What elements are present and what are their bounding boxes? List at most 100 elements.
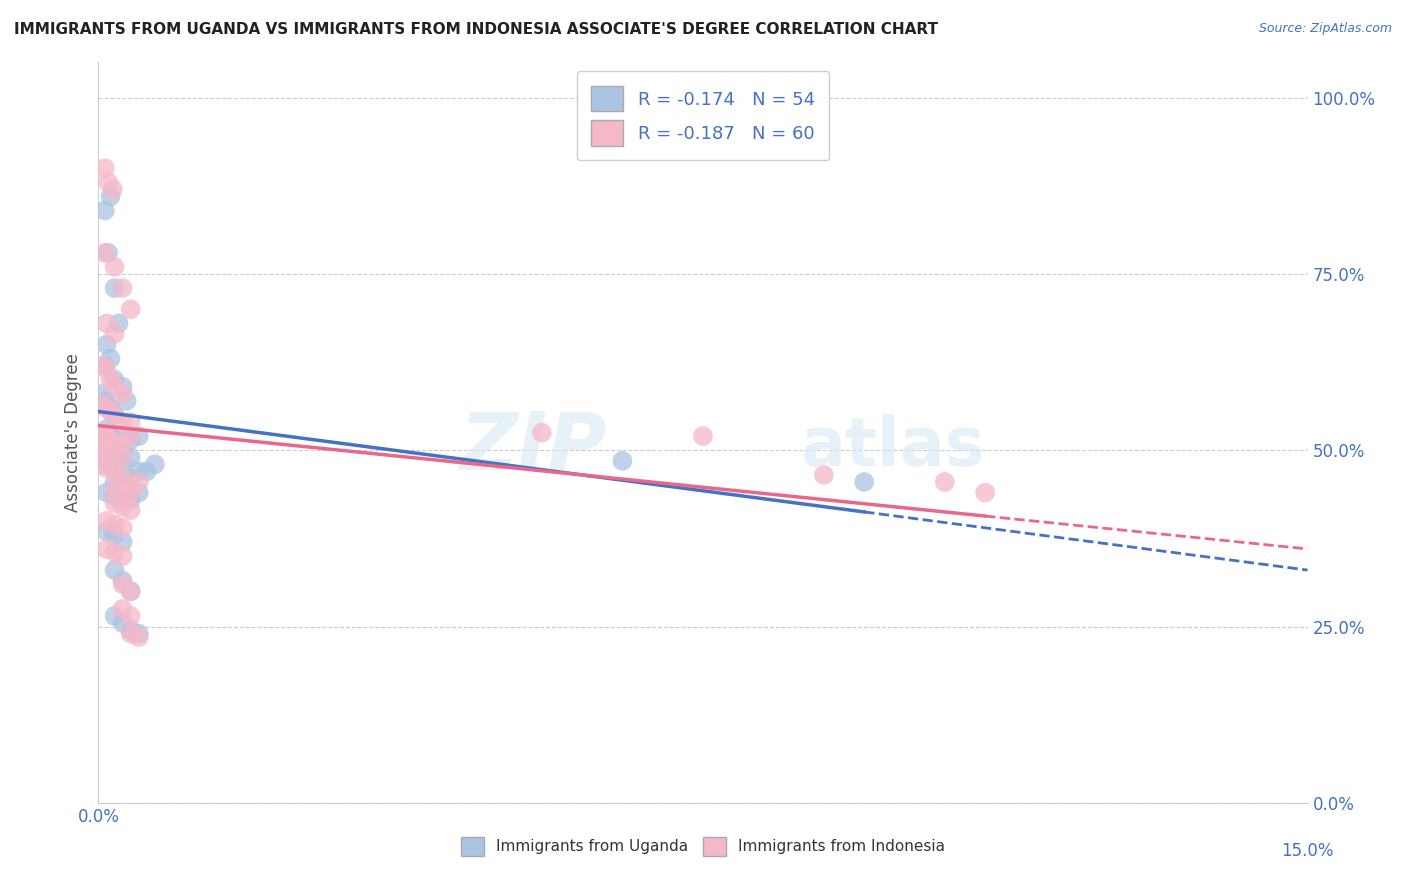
Point bbox=[96, 443, 118, 458]
Point bbox=[101, 182, 124, 196]
Point bbox=[111, 500, 134, 514]
Point bbox=[111, 521, 134, 535]
Point bbox=[100, 189, 122, 203]
Point bbox=[100, 401, 122, 415]
Text: 15.0%: 15.0% bbox=[1281, 841, 1334, 860]
Point bbox=[100, 404, 122, 418]
Point bbox=[103, 496, 125, 510]
Legend: Immigrants from Uganda, Immigrants from Indonesia: Immigrants from Uganda, Immigrants from … bbox=[454, 831, 952, 862]
Point bbox=[692, 429, 714, 443]
Point bbox=[111, 436, 134, 450]
Point bbox=[91, 359, 114, 373]
Point bbox=[111, 574, 134, 588]
Point bbox=[612, 454, 634, 468]
Text: Source: ZipAtlas.com: Source: ZipAtlas.com bbox=[1258, 22, 1392, 36]
Point bbox=[111, 281, 134, 295]
Point bbox=[103, 380, 125, 394]
Point bbox=[100, 429, 122, 443]
Point bbox=[103, 563, 125, 577]
Point bbox=[143, 458, 166, 472]
Point bbox=[853, 475, 876, 489]
Point bbox=[120, 503, 142, 517]
Point bbox=[120, 450, 142, 465]
Point bbox=[111, 443, 134, 458]
Point bbox=[94, 359, 117, 373]
Text: ZIP: ZIP bbox=[458, 409, 606, 486]
Point bbox=[103, 326, 125, 341]
Point bbox=[120, 302, 142, 317]
Point bbox=[91, 387, 114, 401]
Point bbox=[934, 475, 956, 489]
Point bbox=[120, 415, 142, 429]
Point bbox=[103, 517, 125, 532]
Point bbox=[103, 609, 125, 624]
Point bbox=[103, 433, 125, 447]
Point bbox=[103, 489, 125, 503]
Point bbox=[530, 425, 553, 440]
Point bbox=[111, 602, 134, 616]
Point bbox=[96, 393, 118, 408]
Point bbox=[111, 471, 134, 485]
Point bbox=[120, 433, 142, 447]
Point bbox=[103, 260, 125, 274]
Point bbox=[128, 485, 150, 500]
Point bbox=[103, 461, 125, 475]
Point bbox=[128, 626, 150, 640]
Point bbox=[120, 485, 142, 500]
Point bbox=[96, 422, 118, 436]
Point bbox=[103, 373, 125, 387]
Point bbox=[96, 440, 118, 454]
Point bbox=[103, 545, 125, 559]
Point bbox=[120, 584, 142, 599]
Point bbox=[115, 393, 138, 408]
Point bbox=[103, 475, 125, 489]
Point bbox=[111, 471, 134, 485]
Point bbox=[120, 492, 142, 507]
Point bbox=[120, 429, 142, 443]
Point bbox=[96, 429, 118, 443]
Point bbox=[128, 464, 150, 478]
Point bbox=[96, 541, 118, 556]
Point bbox=[100, 443, 122, 458]
Point bbox=[103, 281, 125, 295]
Point bbox=[103, 436, 125, 450]
Point bbox=[111, 535, 134, 549]
Point bbox=[120, 623, 142, 637]
Point bbox=[120, 609, 142, 624]
Point bbox=[96, 316, 118, 330]
Text: IMMIGRANTS FROM UGANDA VS IMMIGRANTS FROM INDONESIA ASSOCIATE'S DEGREE CORRELATI: IMMIGRANTS FROM UGANDA VS IMMIGRANTS FRO… bbox=[14, 22, 938, 37]
Point bbox=[135, 464, 157, 478]
Point bbox=[111, 492, 134, 507]
Point bbox=[111, 549, 134, 563]
Point bbox=[96, 362, 118, 376]
Point bbox=[111, 615, 134, 630]
Point bbox=[111, 429, 134, 443]
Point bbox=[96, 461, 118, 475]
Point bbox=[120, 478, 142, 492]
Point bbox=[100, 458, 122, 472]
Point bbox=[813, 467, 835, 482]
Point bbox=[974, 485, 997, 500]
Point bbox=[91, 397, 114, 411]
Point bbox=[96, 514, 118, 528]
Point bbox=[107, 316, 129, 330]
Point bbox=[111, 577, 134, 591]
Point bbox=[103, 464, 125, 478]
Point bbox=[100, 351, 122, 366]
Point bbox=[103, 482, 125, 496]
Point bbox=[111, 458, 134, 472]
Point bbox=[91, 450, 114, 465]
Point bbox=[94, 161, 117, 176]
Point bbox=[111, 380, 134, 394]
Point bbox=[100, 433, 122, 447]
Point bbox=[103, 447, 125, 461]
Point bbox=[128, 630, 150, 644]
Point bbox=[100, 373, 122, 387]
Point bbox=[120, 471, 142, 485]
Y-axis label: Associate's Degree: Associate's Degree bbox=[65, 353, 83, 512]
Point bbox=[128, 429, 150, 443]
Point bbox=[94, 203, 117, 218]
Point bbox=[128, 475, 150, 489]
Point bbox=[97, 175, 120, 189]
Point bbox=[96, 485, 118, 500]
